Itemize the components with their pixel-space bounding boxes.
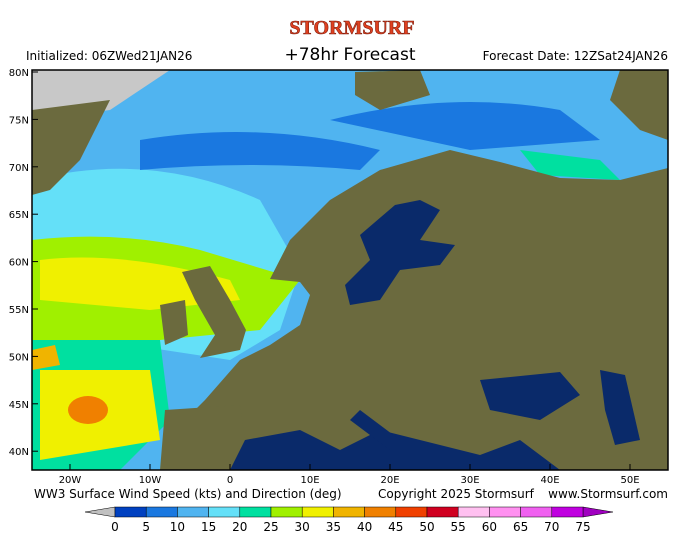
colorbar-segment [333, 506, 365, 518]
land [182, 266, 246, 358]
wind-zone [140, 132, 380, 170]
colorbar-label: 20 [232, 520, 247, 534]
land [160, 300, 188, 345]
map-frame [31, 69, 669, 471]
initialized: Initialized: 06ZWed21JAN26 [26, 49, 192, 63]
sea [480, 372, 580, 420]
colorbar-segment [145, 506, 178, 518]
logo: STORMSURF [289, 17, 414, 39]
colorbar-segment [301, 506, 334, 518]
colorbar-label: 30 [295, 520, 310, 534]
lon-label: 20E [380, 475, 399, 486]
colorbar-segment [395, 506, 428, 518]
colorbar-segment [270, 506, 303, 518]
colorbar-label: 25 [263, 520, 278, 534]
land [355, 70, 430, 110]
colorbar-segment [208, 506, 241, 518]
colorbar-segment [551, 506, 584, 518]
lon-label: 10W [139, 475, 162, 486]
lon-label: 40E [540, 475, 559, 486]
wind-zone [32, 345, 60, 370]
colorbar-label: 70 [544, 520, 559, 534]
colorbar-label: 45 [388, 520, 403, 534]
copyright: Copyright 2025 Stormsurf [378, 487, 535, 501]
product: WW3 Surface Wind Speed (kts) and Directi… [34, 487, 342, 501]
colorbar-label: 35 [326, 520, 341, 534]
lat-label: 75N [9, 115, 29, 126]
lon-label: 10E [300, 475, 319, 486]
sea [230, 430, 560, 470]
colorbar-label: 65 [513, 520, 528, 534]
website: www.Stormsurf.com [548, 487, 668, 501]
sea [345, 200, 455, 305]
lon-label: 0 [227, 475, 233, 486]
lat-label: 70N [9, 163, 29, 174]
colorbar-label: 50 [419, 520, 434, 534]
land [32, 100, 110, 195]
colorbar-segment [239, 506, 272, 518]
lon-label: 50E [620, 475, 639, 486]
colorbar-label: 10 [170, 520, 185, 534]
colorbar-label: 60 [482, 520, 497, 534]
lat-label: 50N [9, 352, 29, 363]
colorbar-label: 55 [451, 520, 466, 534]
lat-label: 40N [9, 447, 29, 458]
graticule-labels: 80N 75N 70N 65N 60N 55N 50N 45N 40N 20W 10W 0 10E 20E… [9, 68, 640, 486]
colorbar: 0 5 10 15 20 25 30 35 40 45 50 55 60 65 70 75 [84, 506, 614, 534]
colorbar-under [84, 506, 116, 518]
lon-label: 30E [460, 475, 479, 486]
wind-zone [330, 102, 600, 150]
lat-label: 80N [9, 68, 29, 79]
forecast-date: Forecast Date: 12ZSat24JAN26 [483, 49, 668, 63]
colorbar-label: 5 [142, 520, 150, 534]
title: +78hr Forecast [285, 45, 416, 65]
lat-label: 60N [9, 258, 29, 269]
colorbar-segment [489, 506, 521, 518]
sea [600, 370, 640, 445]
colorbar-label: 75 [575, 520, 590, 534]
colorbar-segment [364, 506, 397, 518]
colorbar-segment [114, 506, 147, 518]
colorbar-label: 15 [201, 520, 216, 534]
sea [350, 410, 400, 450]
lat-label: 65N [9, 210, 29, 221]
wind-zone [520, 150, 620, 180]
colorbar-label: 0 [111, 520, 119, 534]
colorbar-segment [457, 506, 490, 518]
colorbar-segment [520, 506, 553, 518]
wind-zone [68, 396, 108, 424]
colorbar-label: 40 [357, 520, 372, 534]
land [610, 70, 668, 140]
land [160, 405, 245, 470]
lat-label: 45N [9, 400, 29, 411]
colorbar-segment [177, 506, 209, 518]
colorbar-segment [426, 506, 459, 518]
colorbar-over [582, 506, 614, 518]
lat-label: 55N [9, 305, 29, 316]
map [31, 69, 669, 471]
lon-label: 20W [59, 475, 82, 486]
